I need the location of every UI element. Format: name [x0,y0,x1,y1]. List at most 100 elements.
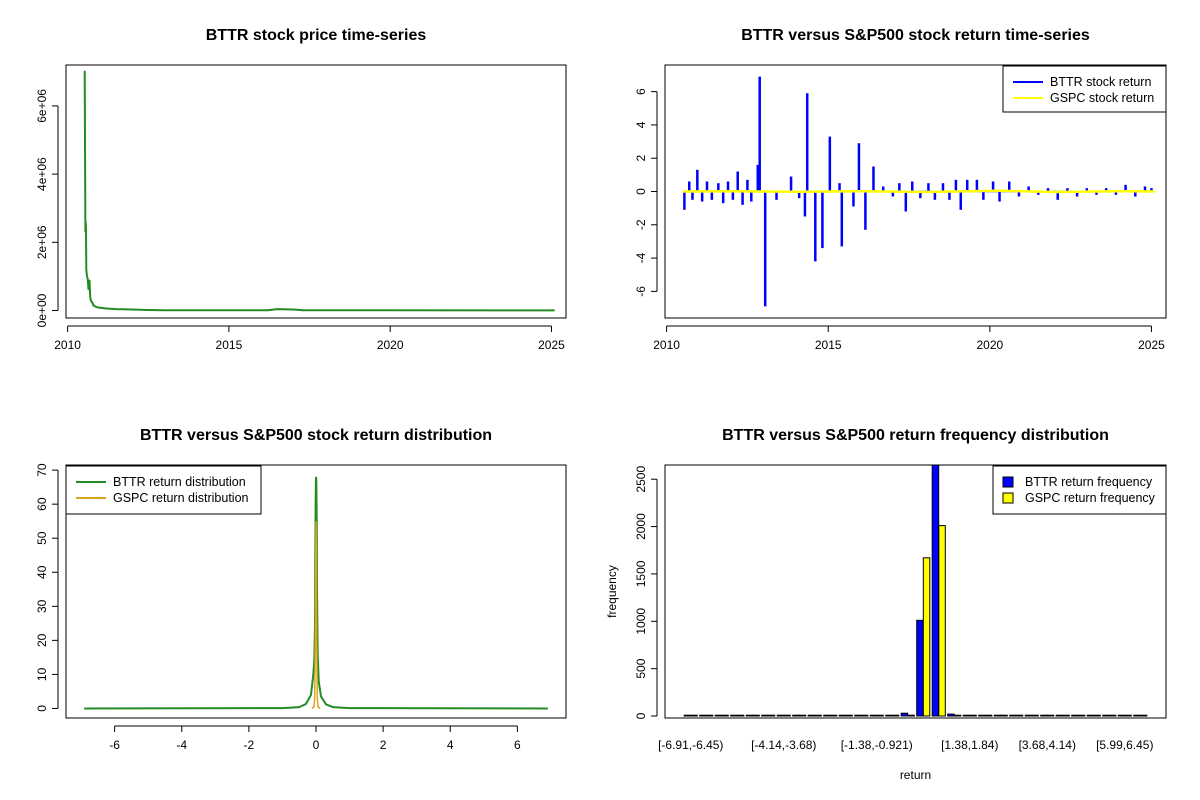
y-tick-label: 60 [35,497,49,511]
legend-entry: GSPC return distribution [113,491,249,505]
x-tick-label: -2 [244,738,255,752]
panel-2: BTTR versus S&P500 stock return time-ser… [634,27,1167,352]
chart-title: BTTR stock price time-series [206,27,427,44]
panel-1: BTTR stock price time-series 2010 2015 2020… [35,27,567,352]
bttr-frequency-bar [1055,714,1064,717]
x-tick-label: 2020 [377,338,404,352]
x-tick-label: [-4.14,-3.68) [751,738,816,752]
y-tick-label: -6 [634,286,648,297]
legend-entry: GSPC return frequency [1025,491,1156,505]
y-tick-label: 40 [35,565,49,579]
legend-entry: BTTR stock return [1050,75,1151,89]
x-axis-label: return [900,768,931,782]
x-tick-label: 6 [514,738,521,752]
bttr-frequency-bar [947,713,955,717]
y-tick-label: 20 [35,633,49,647]
bttr-frequency-bar [838,714,847,717]
legend-entry: GSPC stock return [1050,91,1154,105]
y-tick-label: 2e+06 [35,225,49,259]
y-tick-label: 6 [634,88,648,95]
y-tick-label: 0 [634,188,648,195]
gspc-frequency-bar [938,525,946,717]
x-tick-label: 2015 [216,338,243,352]
legend: BTTR return frequency GSPC return frequen… [992,465,1167,515]
bttr-frequency-bar [714,714,723,717]
y-tick-label: 1000 [634,608,648,635]
gspc-frequency-bar [752,714,760,717]
gspc-frequency-bar [690,714,698,717]
bttr-frequency-bar [1086,714,1095,717]
gspc-frequency-bar [798,714,807,717]
y-tick-label: 4e+06 [35,157,49,191]
bttr-frequency-bar [1102,714,1110,717]
y-tick-label: 500 [634,658,648,678]
y-tick-label: -2 [634,219,648,230]
x-tick-label: [3.68,4.14) [1019,738,1076,752]
gspc-frequency-bar [907,714,915,717]
gspc-frequency-bar [1046,714,1055,717]
gspc-frequency-bar [953,714,962,717]
x-tick-label: [-6.91,-6.45) [658,738,723,752]
legend-entry: BTTR return distribution [113,475,246,489]
bttr-frequency-bar [900,712,909,717]
bttr-frequency-bar [1009,714,1017,717]
bttr-frequency-bar [916,619,924,717]
plot-frame [664,464,1167,719]
gspc-frequency-bar [1031,714,1039,717]
gspc-frequency-bar [969,714,977,717]
y-tick-label: 0e+00 [35,293,49,327]
gspc-frequency-bar [860,714,869,717]
y-tick-label: 0 [634,712,648,719]
gspc-frequency-bar [767,714,776,717]
bttr-frequency-bar [792,714,800,717]
legend-swatch [1002,476,1014,488]
legend: BTTR return distribution GSPC return dist… [65,465,262,515]
plot-frame [65,64,567,319]
bttr-frequency-bar [776,714,785,717]
bttr-frequency-bar [683,714,692,717]
x-tick-label: 2025 [1138,338,1165,352]
x-tick-label: 2 [380,738,387,752]
gspc-return-line [682,189,1155,194]
bttr-frequency-bar [1024,714,1033,717]
bttr-frequency-bar [931,464,940,717]
legend-box [65,465,262,515]
y-tick-label: 70 [35,463,49,477]
gspc-frequency-bar [891,714,900,717]
bttr-frequency-bar [885,714,893,717]
gspc-frequency-bar [876,714,884,717]
gspc-frequency-bar [845,714,853,717]
x-tick-label: 4 [447,738,454,752]
gspc-frequency-bar [829,714,838,717]
price-line [83,70,555,312]
plot-frame [664,64,1167,319]
y-tick-label: 1500 [634,560,648,587]
bttr-frequency-bar [745,714,754,717]
bttr-frequency-bar [854,714,862,717]
bttr-frequency-bar [1133,714,1141,717]
gspc-frequency-bar [1062,714,1070,717]
gspc-frequency-bar [922,557,931,717]
chart-title: BTTR versus S&P500 return frequency dist… [722,427,1109,444]
bttr-frequency-bar [1117,714,1126,717]
y-tick-label: 10 [35,667,49,681]
y-tick-label: 50 [35,531,49,545]
gspc-density-line [311,521,321,710]
legend: BTTR stock return GSPC stock return [1002,65,1167,113]
x-tick-label: 2010 [54,338,81,352]
bttr-frequency-bar [730,714,738,717]
gspc-frequency-bar [783,714,791,717]
bttr-density-line [84,476,548,710]
gspc-frequency-bar [1108,714,1117,717]
x-tick-label: [-1.38,-0.921) [841,738,913,752]
y-tick-label: 4 [634,121,648,128]
gspc-frequency-bar [736,714,745,717]
x-tick-label: 2010 [653,338,680,352]
gspc-frequency-bar [984,714,993,717]
chart-title: BTTR versus S&P500 stock return distribu… [140,427,492,444]
y-axis-label: frequency [605,565,619,618]
gspc-frequency-bar [1124,714,1132,717]
bttr-frequency-bar [962,714,971,717]
bttr-frequency-bar [1040,714,1048,717]
